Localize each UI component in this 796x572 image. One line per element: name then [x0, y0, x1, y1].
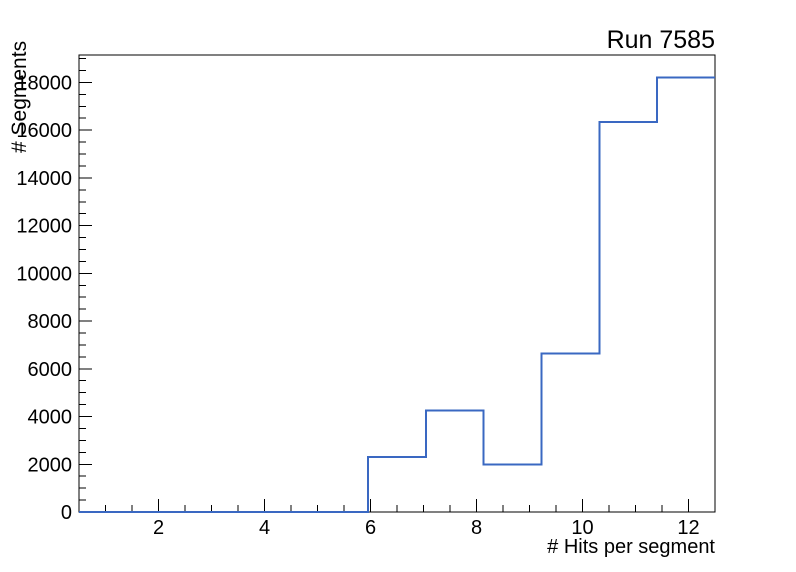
histogram-line [79, 76, 715, 513]
y-tick-label: 16000 [16, 120, 72, 142]
x-tick-label: 4 [259, 517, 270, 539]
x-tick-label: 8 [471, 517, 482, 539]
y-tick-label: 6000 [28, 359, 73, 381]
y-tick-label: 0 [61, 502, 72, 524]
y-tick-label: 18000 [16, 72, 72, 94]
y-tick-label: 14000 [16, 168, 72, 190]
x-tick-label: 2 [153, 517, 164, 539]
plot-title: Run 7585 [606, 26, 715, 54]
x-tick-label: 6 [365, 517, 376, 539]
y-tick-label: 8000 [28, 311, 73, 333]
x-tick-label: 10 [571, 517, 593, 539]
x-tick-label: 12 [677, 517, 699, 539]
y-tick-label: 10000 [16, 263, 72, 285]
plot-frame [78, 54, 716, 513]
y-tick-label: 2000 [28, 454, 73, 476]
y-tick-label: 4000 [28, 407, 73, 429]
x-axis-title: # Hits per segment [547, 536, 715, 558]
y-tick-label: 12000 [16, 216, 72, 238]
